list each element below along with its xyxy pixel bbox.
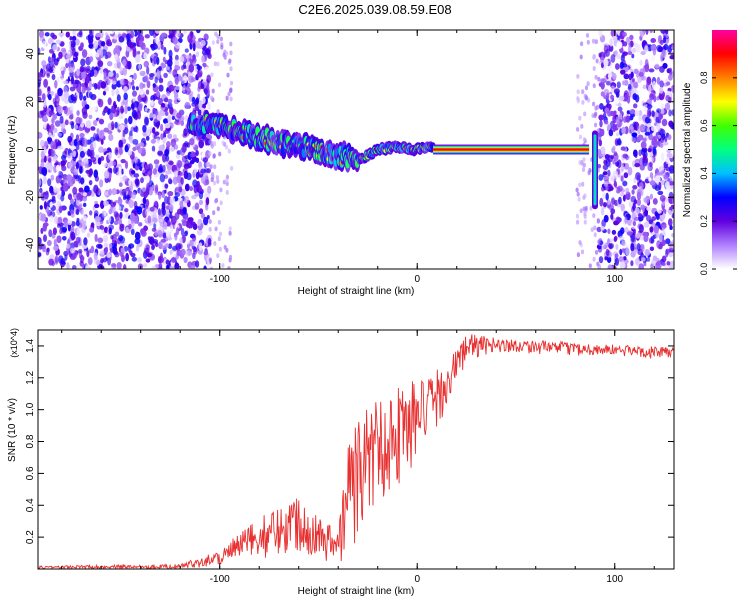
noise-region [575, 30, 674, 269]
y-tick-label: 0.6 [25, 466, 36, 480]
snr-panel: -100 0 100 0.2 0.4 0.6 0.8 1.0 1.2 1.4 Height of … [7, 328, 675, 597]
colorbar-gradient [712, 30, 737, 269]
colorbar-tick-label: 0.0 [699, 263, 709, 276]
colorbar-tick-label: 0.6 [699, 119, 709, 132]
snr-multiplier: (x10^4) [9, 328, 19, 358]
x-tick-label: 100 [606, 574, 623, 585]
y-tick-label: 20 [25, 96, 36, 108]
colorbar-label: Normalized spectral amplitude [682, 82, 693, 217]
x-tick-label: -100 [210, 274, 230, 285]
colorbar-tick-label: 0.4 [699, 167, 709, 180]
y-tick-label: 1.2 [25, 370, 36, 384]
figure-title: C2E6.2025.039.08.59.E08 [298, 2, 452, 17]
signal-track [187, 109, 598, 210]
y-tick-label: 1.4 [25, 339, 36, 353]
y-tick-label: 0 [25, 146, 36, 152]
spectrogram-ylabel: Frequency (Hz) [7, 116, 18, 185]
spectrogram-xlabel: Height of straight line (km) [298, 286, 415, 297]
x-tick-label: -100 [210, 574, 230, 585]
x-tick-label: 100 [606, 274, 623, 285]
x-tick-label: 0 [414, 574, 420, 585]
y-tick-label: 0.4 [25, 498, 36, 512]
colorbar-tick-label: 0.2 [699, 215, 709, 228]
snr-series-line [38, 334, 674, 569]
y-tick-label: 0.8 [25, 434, 36, 448]
y-tick-label: 40 [25, 48, 36, 60]
y-tick-label: -40 [25, 237, 36, 252]
colorbar: 0.0 0.2 0.4 0.6 0.8 Normalized spectral ampl… [682, 30, 737, 275]
spectrogram-data [38, 30, 674, 269]
spectrogram-ticks: -100 0 100 -40 -20 0 20 40 [25, 30, 674, 285]
snr-data [38, 334, 674, 569]
spectrogram-panel: -100 0 100 -40 -20 0 20 40 Height of straight l… [7, 29, 675, 297]
snr-ticks: -100 0 100 0.2 0.4 0.6 0.8 1.0 1.2 1.4 [25, 330, 674, 585]
noise-region [38, 30, 234, 269]
snr-frame [37, 329, 675, 570]
colorbar-ticks: 0.0 0.2 0.4 0.6 0.8 [699, 72, 737, 276]
colorbar-tick-label: 0.8 [699, 72, 709, 85]
x-tick-label: 0 [414, 274, 420, 285]
snr-xlabel: Height of straight line (km) [298, 586, 415, 597]
snr-ylabel: SNR (10 * v/v) [7, 398, 18, 462]
y-tick-label: 0.2 [25, 530, 36, 544]
y-tick-label: 1.0 [25, 402, 36, 416]
y-tick-label: -20 [25, 190, 36, 205]
